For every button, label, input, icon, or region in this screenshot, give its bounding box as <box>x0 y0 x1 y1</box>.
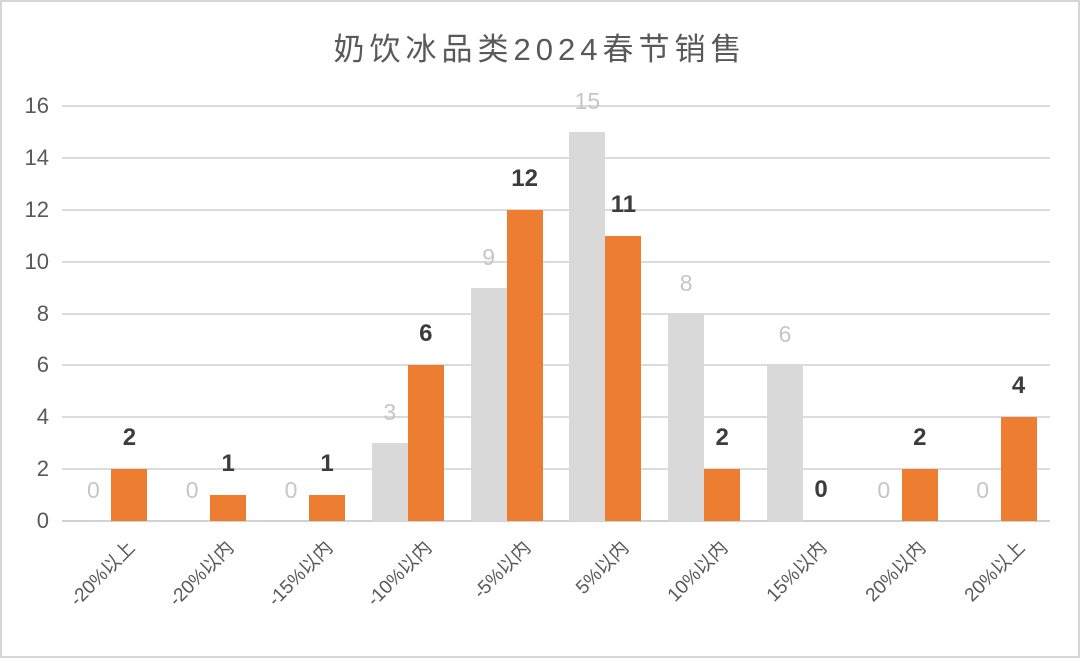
gray-series-value-label: 0 <box>185 477 199 503</box>
orange-series-value-label: 1 <box>221 450 235 478</box>
x-axis-category-label: 5%以内 <box>572 537 634 599</box>
x-axis-category-label: -5%以内 <box>469 537 535 604</box>
gridline <box>62 156 1050 159</box>
gray-series-bar <box>470 287 507 521</box>
orange-series-bar <box>1000 417 1037 521</box>
x-axis-category-label: -10%以内 <box>363 537 437 611</box>
orange-series-value-label: 4 <box>1011 372 1026 400</box>
orange-series-value-label: 2 <box>122 424 137 452</box>
x-axis-category-label: 15%以内 <box>762 537 832 607</box>
gray-series-value-label: 8 <box>679 269 693 296</box>
y-axis-tick-label: 16 <box>24 93 49 118</box>
orange-series-bar <box>901 469 938 521</box>
y-axis-tick-label: 6 <box>36 352 49 378</box>
x-axis-category-label: -20%以内 <box>165 537 239 611</box>
orange-series-bar <box>111 469 148 521</box>
gray-series-bar <box>569 131 606 521</box>
gridline <box>62 468 1050 471</box>
orange-series-value-label: 2 <box>913 424 927 452</box>
orange-series-bar <box>704 469 741 521</box>
gray-series-value-label: 0 <box>86 477 100 503</box>
chart-title: 奶饮冰品类2024春节销售 <box>333 32 747 67</box>
y-axis-tick-label: 14 <box>24 144 49 170</box>
orange-series-value-label: 0 <box>814 476 828 503</box>
gray-series-value-label: 15 <box>574 87 601 114</box>
gray-series-bar <box>767 365 803 521</box>
gridline <box>62 312 1050 315</box>
orange-series-bar <box>605 235 642 521</box>
orange-series-bar <box>309 495 345 521</box>
y-axis-tick-label: 2 <box>36 456 49 482</box>
gray-series-value-label: 0 <box>976 477 989 503</box>
y-axis-tick-label: 4 <box>36 404 49 430</box>
gridline <box>62 416 1050 419</box>
orange-series-value-label: 12 <box>511 164 538 192</box>
gridline <box>62 364 1050 367</box>
x-axis-category-label: -20%以上 <box>66 537 140 611</box>
gray-series-value-label: 3 <box>383 399 397 426</box>
orange-series-value-label: 6 <box>419 320 433 348</box>
orange-series-value-label: 11 <box>610 190 637 218</box>
x-axis-category-label: 20%以上 <box>960 537 1029 607</box>
gridline <box>62 208 1050 211</box>
orange-series-bar <box>407 365 444 521</box>
x-axis-category-label: 20%以内 <box>861 537 931 607</box>
gridline <box>62 105 1050 107</box>
orange-series-value-label: 1 <box>320 450 334 478</box>
y-axis-tick-label: 8 <box>36 300 49 326</box>
y-axis-tick-label: 10 <box>24 248 49 274</box>
orange-series-bar <box>210 495 247 521</box>
gray-series-value-label: 0 <box>877 477 891 503</box>
x-axis-line <box>62 520 1050 522</box>
orange-series-value-label: 2 <box>715 424 729 452</box>
y-axis-tick-label: 12 <box>24 196 49 222</box>
gridline <box>62 260 1050 263</box>
x-axis-category-label: 10%以内 <box>663 537 733 607</box>
gray-series-bar <box>371 443 408 521</box>
x-axis-category-label: -15%以内 <box>264 537 338 611</box>
gray-series-value-label: 6 <box>778 321 792 348</box>
orange-series-bar <box>506 209 543 521</box>
gray-series-bar <box>668 313 705 521</box>
gray-series-value-label: 0 <box>284 477 298 503</box>
gray-series-value-label: 9 <box>482 243 495 270</box>
y-axis-tick-label: 0 <box>36 508 49 533</box>
